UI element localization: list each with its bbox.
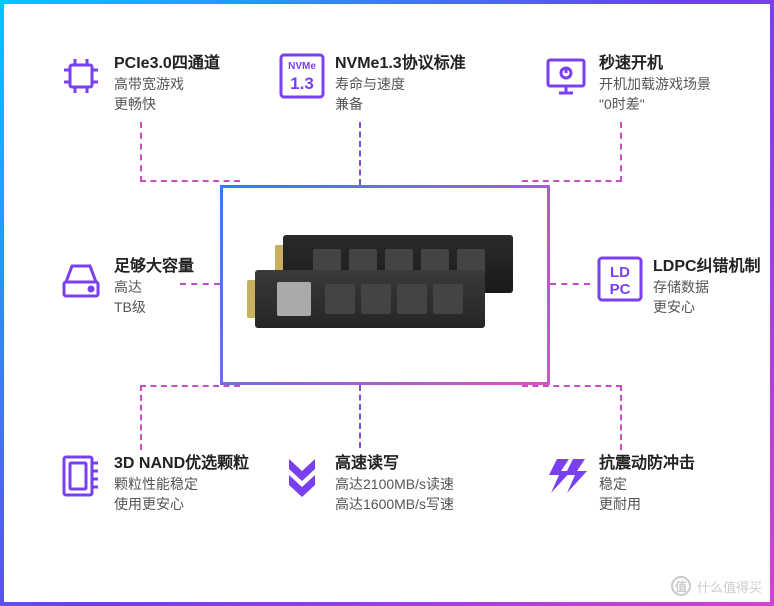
- feature-speed: 高速读写 高达2100MB/s读速 高达1600MB/s写速: [279, 453, 454, 515]
- connector-tl: [140, 122, 240, 182]
- speed-icon: [279, 453, 325, 499]
- feature-title: PCIe3.0四通道: [114, 53, 220, 75]
- feature-sub: 存储数据: [653, 278, 761, 298]
- monitor-icon: [543, 53, 589, 99]
- feature-sub: 兼备: [335, 95, 466, 115]
- watermark: 值 什么值得买: [671, 576, 762, 596]
- feature-title: NVMe1.3协议标准: [335, 53, 466, 75]
- watermark-badge: 值: [671, 576, 691, 596]
- chip-icon: [58, 53, 104, 99]
- connector-br: [522, 385, 622, 450]
- feature-sub: 更畅快: [114, 95, 220, 115]
- feature-shock: 抗震动防冲击 稳定 更耐用: [543, 453, 695, 515]
- feature-capacity: 足够大容量 高达 TB级: [58, 256, 194, 318]
- feature-title: 抗震动防冲击: [599, 453, 695, 475]
- feature-sub: 寿命与速度: [335, 75, 466, 95]
- feature-title: 3D NAND优选颗粒: [114, 453, 249, 475]
- feature-sub: 稳定: [599, 475, 695, 495]
- watermark-text: 什么值得买: [697, 577, 762, 596]
- nvme-icon: NVMe 1.3: [279, 53, 325, 99]
- feature-sub: 使用更安心: [114, 495, 249, 515]
- feature-boot: 秒速开机 开机加载游戏场景 "0时差": [543, 53, 711, 115]
- feature-sub: "0时差": [599, 95, 711, 115]
- svg-text:1.3: 1.3: [290, 74, 314, 93]
- svg-text:LD: LD: [610, 264, 630, 281]
- feature-sub: 高达1600MB/s写速: [335, 495, 454, 515]
- feature-sub: 更安心: [653, 298, 761, 318]
- connector-bm: [359, 385, 361, 448]
- feature-sub: 颗粒性能稳定: [114, 475, 249, 495]
- feature-sub: 更耐用: [599, 495, 695, 515]
- product-box: [220, 185, 550, 385]
- connector-tm: [359, 122, 361, 185]
- feature-sub: 开机加载游戏场景: [599, 75, 711, 95]
- feature-sub: 高带宽游戏: [114, 75, 220, 95]
- storage-icon: [58, 256, 104, 302]
- feature-nand: 3D NAND优选颗粒 颗粒性能稳定 使用更安心: [58, 453, 249, 515]
- connector-mr: [550, 283, 590, 285]
- feature-sub: 高达2100MB/s读速: [335, 475, 454, 495]
- svg-text:NVMe: NVMe: [288, 61, 316, 72]
- feature-title: 高速读写: [335, 453, 454, 475]
- feature-title: LDPC纠错机制: [653, 256, 761, 278]
- feature-title: 秒速开机: [599, 53, 711, 75]
- shock-icon: [543, 453, 589, 499]
- connector-bl: [140, 385, 240, 450]
- feature-nvme: NVMe 1.3 NVMe1.3协议标准 寿命与速度 兼备: [279, 53, 466, 115]
- feature-sub: TB级: [114, 298, 194, 318]
- ssd-illustration: [255, 230, 515, 340]
- feature-ldpc: LDPC LDPC纠错机制 存储数据 更安心: [597, 256, 761, 318]
- svg-text:PC: PC: [610, 281, 631, 298]
- feature-pcie: PCIe3.0四通道 高带宽游戏 更畅快: [58, 53, 220, 115]
- ldpc-icon: LDPC: [597, 256, 643, 302]
- connector-tr: [522, 122, 622, 182]
- feature-title: 足够大容量: [114, 256, 194, 278]
- feature-sub: 高达: [114, 278, 194, 298]
- nand-icon: [58, 453, 104, 499]
